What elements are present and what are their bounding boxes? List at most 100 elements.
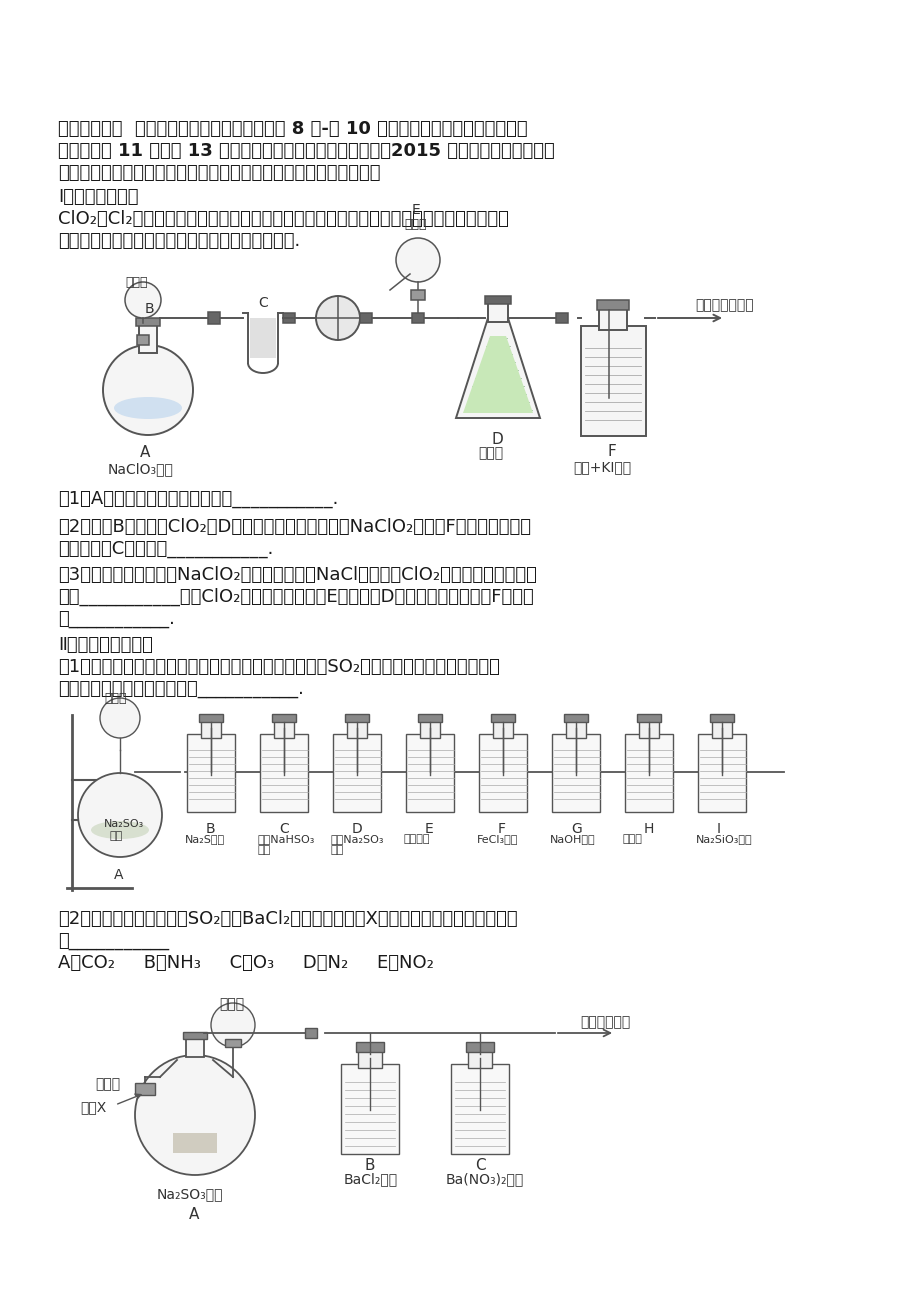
Bar [173,1133,217,1154]
Text: （2）利用下图装置能证明SO₂不与BaCl₂溶液反应，通入X气体可排除干扰达到实验目的: （2）利用下图装置能证明SO₂不与BaCl₂溶液反应，通入X气体可排除干扰达到实… [58,910,517,928]
Bar [624,734,673,812]
Text: 稀盐酸: 稀盐酸 [403,217,426,230]
Text: 尾气处理装置: 尾气处理装置 [579,1016,630,1029]
Text: BaCl₂溶液: BaCl₂溶液 [344,1172,398,1186]
Bar [639,720,658,738]
Text: C: C [474,1157,485,1173]
Ellipse shape [114,397,182,419]
Circle shape [125,283,161,318]
Text: ClO₂与Cl₂的氧化性相近．在自来水消毒和果蔬保鲜等方面应用广泛，某兴趣小组通过如下: ClO₂与Cl₂的氧化性相近．在自来水消毒和果蔬保鲜等方面应用广泛，某兴趣小组通… [58,210,508,228]
Text: E: E [412,203,420,217]
Bar [636,713,660,723]
Bar [484,296,510,303]
Bar [241,310,285,365]
Bar [491,713,515,723]
Text: Na₂S溶液: Na₂S溶液 [185,835,225,844]
Text: 品红溶液: 品红溶液 [403,835,430,844]
Text: A: A [140,445,150,460]
Text: B: B [365,1157,375,1173]
Text: 双氧水: 双氧水 [622,835,642,844]
Circle shape [100,698,140,738]
Bar [417,713,441,723]
Bar [208,312,220,324]
Text: H: H [643,822,653,836]
Text: G: G [571,822,581,836]
Text: 溶液: 溶液 [331,845,344,855]
Circle shape [210,1003,255,1047]
Bar [551,734,599,812]
Bar [139,323,157,353]
Bar [493,720,513,738]
Text: C: C [278,822,289,836]
Bar [183,1032,207,1039]
Polygon shape [462,336,532,413]
Text: NaClO₃溶液: NaClO₃溶液 [108,462,174,477]
Circle shape [395,238,439,283]
Bar [357,1049,381,1068]
Text: C: C [257,296,267,310]
Bar [405,734,453,812]
Bar [563,713,587,723]
Text: 浓硫酸: 浓硫酸 [219,997,244,1010]
Bar [136,318,160,326]
Text: （2）关闭B的活塞，ClO₂在D中被稳定剂完全吸收生成NaClO₂，此时F中溶液的颜色不: （2）关闭B的活塞，ClO₂在D中被稳定剂完全吸收生成NaClO₂，此时F中溶液… [58,518,530,536]
Bar [272,713,296,723]
Text: A: A [188,1207,199,1223]
Text: 通入X: 通入X [80,1100,106,1115]
Bar [479,734,527,812]
Circle shape [135,1055,255,1174]
Bar [698,734,745,812]
Text: 浓盐酸: 浓盐酸 [104,691,127,704]
Circle shape [315,296,359,340]
Bar [487,299,507,322]
Bar [225,1039,241,1047]
Bar [305,1029,317,1038]
Text: A．CO₂     B．NH₃     C．O₃     D．N₂     E．NO₂: A．CO₂ B．NH₃ C．O₃ D．N₂ E．NO₂ [58,954,434,973]
Bar [555,312,567,323]
Text: F: F [607,444,616,460]
Text: （3）已知在酸性条件下NaClO₂可发生反应生成NaCl并释放出ClO₂，该反应的离子方程: （3）已知在酸性条件下NaClO₂可发生反应生成NaCl并释放出ClO₂，该反应… [58,566,537,585]
Text: Na₂SO₃: Na₂SO₃ [104,819,144,829]
Bar [260,734,308,812]
Text: F: F [497,822,505,836]
Text: B: B [145,302,154,316]
Bar [356,1042,383,1052]
Text: 饱和NaHSO₃: 饱和NaHSO₃ [257,835,315,844]
Text: 溶液: 溶液 [257,845,271,855]
Bar [250,318,276,358]
Text: 稳定剂: 稳定剂 [478,447,503,460]
Bar [199,713,222,723]
Bar [598,309,627,329]
Bar [346,720,367,738]
Text: FeCl₃溶液: FeCl₃溶液 [476,835,517,844]
Text: 是___________.: 是___________. [58,611,175,628]
Text: Ba(NO₃)₂溶液: Ba(NO₃)₂溶液 [446,1172,524,1186]
Bar [420,720,439,738]
Text: Ⅰ．氯及其化合物: Ⅰ．氯及其化合物 [58,187,139,206]
Text: 式为___________，在ClO₂释放实验中，打开E的活塞，D中发生反应，则装置F的作用: 式为___________，在ClO₂释放实验中，打开E的活塞，D中发生反应，则… [58,589,533,607]
Bar [274,720,294,738]
Text: B: B [206,822,215,836]
Text: 是___________: 是___________ [58,932,169,950]
Bar [411,290,425,299]
Text: 二、非选择题  包括必考题和选考题两部分．第 8 题-第 10 题为必考题，每个试题考生都必: 二、非选择题 包括必考题和选考题两部分．第 8 题-第 10 题为必考题，每个试… [58,120,528,138]
Text: Na₂SO₃固体: Na₂SO₃固体 [157,1187,223,1200]
Bar [333,734,380,812]
Text: NaOH溶液: NaOH溶液 [550,835,595,844]
Text: D: D [492,432,504,447]
Ellipse shape [91,822,149,838]
Bar [359,312,371,323]
Bar [345,713,369,723]
Bar [711,720,732,738]
Text: 淀粉+KI溶液: 淀粉+KI溶液 [573,460,630,474]
Bar [412,312,424,323]
Text: D: D [352,822,362,836]
Bar [200,720,221,738]
Circle shape [78,773,162,857]
Text: 须作答．第 11 题～第 13 题为选考题，学生根据要求作答．（2015 秋广州校级月考）非金: 须作答．第 11 题～第 13 题为选考题，学生根据要求作答．（2015 秋广州… [58,142,554,160]
Text: 变，则装置C的作用是___________.: 变，则装置C的作用是___________. [58,540,273,559]
Bar [135,1083,154,1095]
Bar [565,720,585,738]
Bar [581,326,645,436]
Text: 稀盐酸: 稀盐酸 [125,276,147,289]
